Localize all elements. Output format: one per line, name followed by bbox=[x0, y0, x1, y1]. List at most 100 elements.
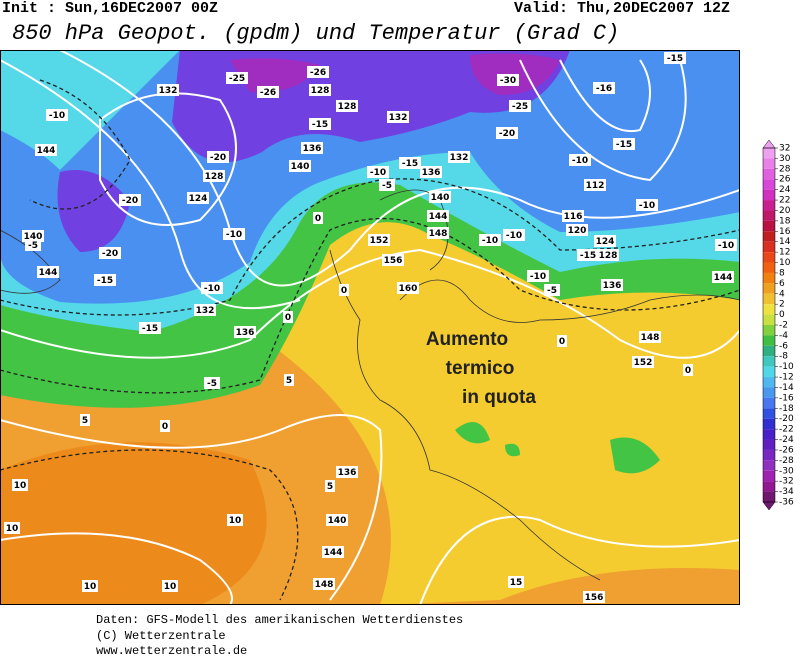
contour-label: -5 bbox=[207, 379, 217, 389]
colorbar-swatch bbox=[763, 272, 775, 284]
contour-label-box bbox=[223, 228, 245, 240]
colorbar-label: 16 bbox=[779, 227, 791, 237]
contour-label-box bbox=[157, 84, 179, 96]
colorbar-label: -34 bbox=[779, 487, 794, 497]
contour-label-box bbox=[583, 591, 605, 603]
contour-label-box bbox=[399, 157, 421, 169]
colorbar-label: 30 bbox=[779, 154, 791, 164]
contour-label-box bbox=[382, 254, 404, 266]
colorbar-swatch bbox=[763, 491, 775, 502]
colorbar-label: -6 bbox=[779, 341, 788, 351]
contour-label-box bbox=[632, 356, 654, 368]
colorbar-swatch bbox=[763, 439, 775, 450]
colorbar-swatch bbox=[763, 314, 775, 325]
contour-label-box bbox=[562, 210, 584, 222]
contour-label: 148 bbox=[315, 580, 334, 590]
contour-label-box bbox=[35, 144, 57, 156]
contour-label: -20 bbox=[102, 249, 118, 259]
colorbar-label: -26 bbox=[779, 445, 794, 455]
contour-label: -10 bbox=[639, 201, 655, 211]
contour-label: 0 bbox=[285, 313, 291, 323]
contour-label-box bbox=[601, 279, 623, 291]
contour-label-box bbox=[25, 239, 41, 251]
colorbar-label: 18 bbox=[779, 216, 791, 226]
init-time: Init : Sun,16DEC2007 00Z bbox=[2, 0, 218, 17]
contour-label: -25 bbox=[229, 74, 245, 84]
contour-label: 120 bbox=[568, 226, 587, 236]
contour-label-box bbox=[509, 100, 531, 112]
colorbar-label: -16 bbox=[779, 393, 794, 403]
colorbar-label: -30 bbox=[779, 466, 794, 476]
contour-label: 112 bbox=[586, 181, 605, 191]
colorbar-label: 4 bbox=[779, 289, 785, 299]
colorbar-swatch bbox=[763, 481, 775, 492]
contour-label-box bbox=[325, 480, 335, 492]
contour-label: -10 bbox=[226, 230, 242, 240]
contour-label-box bbox=[594, 235, 616, 247]
contour-label-box bbox=[194, 304, 216, 316]
colorbar-swatch bbox=[763, 252, 775, 263]
contour-label-box bbox=[503, 229, 525, 241]
colorbar-swatch bbox=[763, 168, 775, 180]
contour-label-box bbox=[367, 166, 389, 178]
contour-label: 136 bbox=[338, 468, 357, 478]
contour-label: -10 bbox=[204, 284, 220, 294]
colorbar-label: 24 bbox=[779, 185, 791, 195]
contour-label-box bbox=[162, 580, 178, 592]
contour-label: -15 bbox=[616, 140, 632, 150]
colorbar-label: -8 bbox=[779, 352, 788, 362]
contour-label-box bbox=[597, 249, 619, 261]
colorbar-swatch bbox=[763, 325, 775, 336]
contour-label: -26 bbox=[260, 88, 276, 98]
contour-label-box bbox=[379, 179, 395, 191]
colorbar-swatch bbox=[763, 449, 775, 461]
contour-label-box bbox=[322, 546, 344, 558]
contour-label-box bbox=[508, 576, 524, 588]
contour-label-box bbox=[313, 212, 323, 224]
colorbar-swatch bbox=[763, 408, 775, 419]
contour-label-box bbox=[336, 100, 358, 112]
field-warmer bbox=[0, 442, 267, 605]
contour-label: 5 bbox=[327, 482, 333, 492]
colorbar-label: 2 bbox=[779, 300, 785, 310]
contour-label: 5 bbox=[286, 376, 292, 386]
contour-label-box bbox=[584, 179, 606, 191]
contour-label-box bbox=[99, 247, 121, 259]
contour-label: 124 bbox=[596, 237, 615, 247]
contour-label-box bbox=[119, 194, 141, 206]
colorbar-label: -36 bbox=[779, 498, 794, 508]
footer-line: Daten: GFS-Modell des amerikanischen Wet… bbox=[96, 613, 463, 627]
contour-label: 10 bbox=[164, 582, 177, 592]
colorbar-swatch bbox=[763, 377, 775, 388]
colorbar-swatch bbox=[763, 220, 775, 232]
contour-label-box bbox=[227, 514, 243, 526]
contour-label-box bbox=[427, 227, 449, 239]
contour-label-box bbox=[4, 522, 20, 534]
colorbar-swatch bbox=[763, 335, 775, 346]
contour-label: -10 bbox=[370, 168, 386, 178]
contour-label-box bbox=[593, 82, 615, 94]
contour-label: -16 bbox=[596, 84, 612, 94]
contour-label: 144 bbox=[37, 146, 56, 156]
contour-label-box bbox=[557, 335, 567, 347]
contour-label-box bbox=[283, 311, 293, 323]
contour-label-box bbox=[80, 414, 90, 426]
contour-label: 0 bbox=[341, 286, 347, 296]
contour-label-box bbox=[577, 249, 599, 261]
contour-label-box bbox=[207, 151, 229, 163]
contour-label: 144 bbox=[714, 273, 733, 283]
contour-label: -10 bbox=[482, 236, 498, 246]
colorbar-label: -28 bbox=[779, 456, 794, 466]
contour-label-box bbox=[429, 191, 451, 203]
contour-label-box bbox=[336, 466, 358, 478]
contour-label: -10 bbox=[718, 241, 734, 251]
colorbar-label: 20 bbox=[779, 206, 791, 216]
annotation: Aumento bbox=[426, 329, 508, 350]
contour-label: -20 bbox=[499, 129, 515, 139]
contour-label: -26 bbox=[310, 68, 326, 78]
annotation: termico bbox=[446, 358, 515, 379]
contour-label: -5 bbox=[547, 286, 557, 296]
contour-label: 128 bbox=[205, 172, 224, 182]
contour-label: -10 bbox=[506, 231, 522, 241]
